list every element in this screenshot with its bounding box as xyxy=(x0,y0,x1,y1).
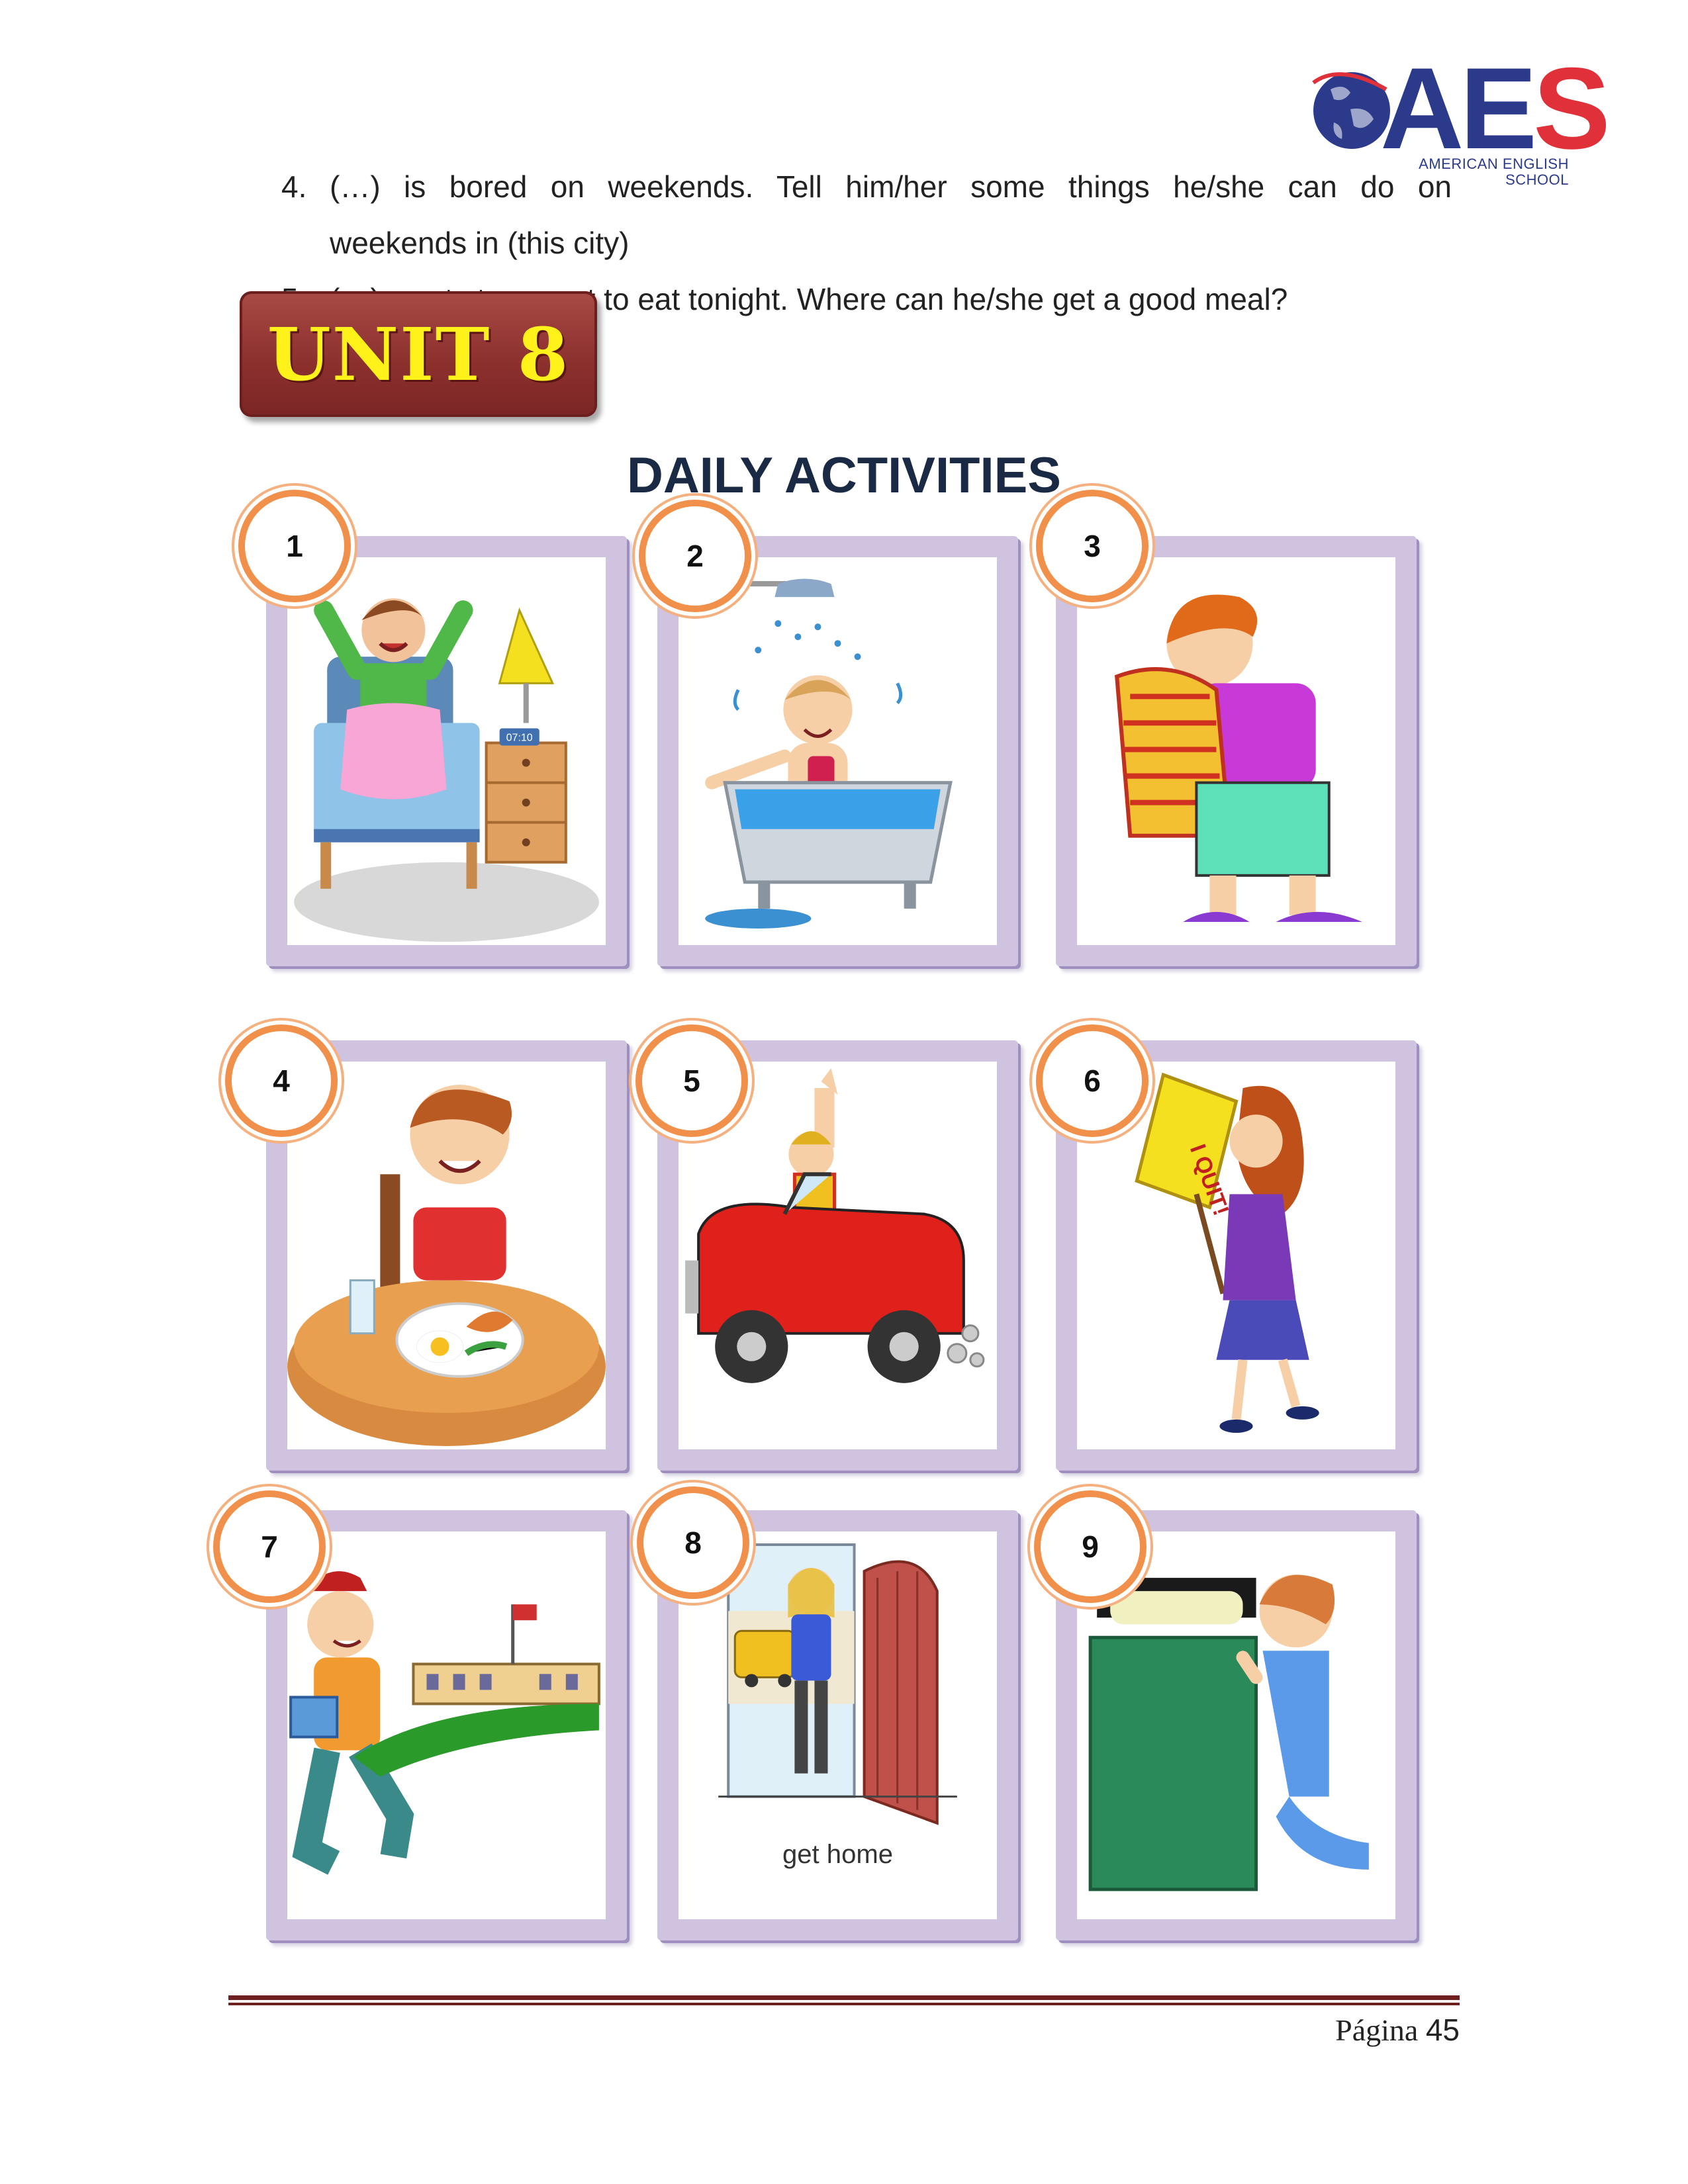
wake-up-icon: 07:10 xyxy=(294,598,599,942)
activity-number-6: 6 xyxy=(1036,1024,1149,1137)
activity-number-2: 2 xyxy=(639,500,751,612)
logo-subtitle-line1: AMERICAN ENGLISH xyxy=(1419,156,1569,172)
activity-number-3: 3 xyxy=(1036,490,1149,602)
activity-card-4 xyxy=(266,1040,627,1471)
activity-card-8: get home xyxy=(657,1510,1018,1940)
activity-card-7 xyxy=(266,1510,627,1940)
drive-illustration xyxy=(679,1062,997,1449)
unit-banner: UNIT 8 xyxy=(240,291,597,417)
wake-up-illustration: 07:10 xyxy=(287,557,606,945)
get-home-illustration: get home xyxy=(679,1531,997,1919)
logo-wordmark: AES xyxy=(1380,44,1611,173)
aes-logo: AES AMERICAN ENGLISH SCHOOL xyxy=(1311,51,1611,189)
activity-number-9: 9 xyxy=(1034,1490,1147,1603)
activity-number-8: 8 xyxy=(637,1486,749,1599)
have-breakfast-illustration xyxy=(287,1062,606,1449)
quit-sign-icon: I QUIT! xyxy=(1135,1072,1319,1433)
home-door-icon: get home xyxy=(718,1543,957,1869)
logo-subtitle-line2: SCHOOL xyxy=(1505,171,1569,188)
get-home-caption: get home xyxy=(782,1840,893,1869)
quit-illustration: I QUIT! xyxy=(1077,1062,1395,1449)
activity-number-7: 7 xyxy=(213,1490,326,1603)
globe-icon xyxy=(1312,72,1390,149)
question-4-line2: weekends in (this city) xyxy=(330,226,630,260)
activity-card-3 xyxy=(1056,536,1417,966)
bedtime-prayer-illustration xyxy=(1077,1531,1395,1919)
page-number-value: 45 xyxy=(1425,2013,1460,2047)
bath-icon xyxy=(705,570,953,929)
school-icon xyxy=(289,1571,600,1875)
question-4-number: 4. xyxy=(281,169,307,204)
go-to-school-illustration xyxy=(287,1531,606,1919)
page-label: Página xyxy=(1335,2013,1419,2047)
activity-card-2 xyxy=(657,536,1018,966)
activity-number-5: 5 xyxy=(635,1024,748,1137)
clock-time: 07:10 xyxy=(506,731,533,743)
take-a-bath-illustration xyxy=(679,557,997,945)
activity-card-9 xyxy=(1056,1510,1417,1940)
activity-number-1: 1 xyxy=(238,490,351,602)
footer-rule xyxy=(228,1995,1460,2006)
page-number: Página 45 xyxy=(1335,2012,1460,2048)
activity-number-4: 4 xyxy=(225,1024,338,1137)
question-4-line1: (…) is bored on weekends. Tell him/her s… xyxy=(330,169,1452,204)
get-dressed-illustration xyxy=(1077,557,1395,945)
car-icon xyxy=(685,1068,985,1383)
activity-card-5 xyxy=(657,1040,1018,1471)
breakfast-icon xyxy=(287,1085,606,1446)
bed-prayer-icon xyxy=(1088,1574,1369,1891)
section-title: DAILY ACTIVITIES xyxy=(627,447,1061,504)
activity-card-1: 07:10 xyxy=(266,536,627,966)
dressing-icon xyxy=(1115,594,1362,922)
unit-label: UNIT 8 xyxy=(267,311,570,397)
